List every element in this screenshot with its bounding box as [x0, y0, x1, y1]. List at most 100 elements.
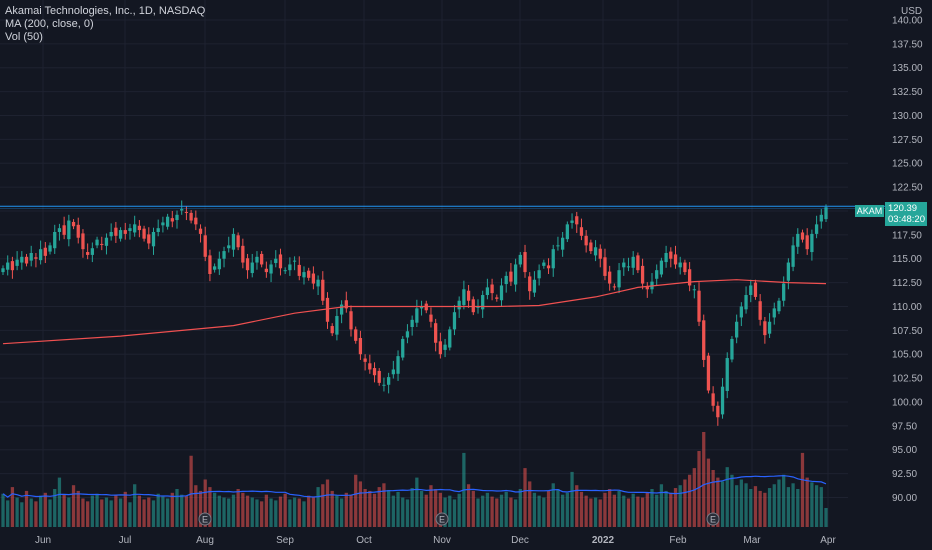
candle-body — [523, 252, 527, 273]
volume-bar — [288, 499, 292, 527]
volume-bar — [485, 492, 490, 527]
earnings-marker: E — [435, 512, 449, 526]
candle-body — [735, 321, 739, 338]
candle-body — [429, 314, 433, 322]
volume-bar — [391, 495, 395, 527]
volume-bar — [673, 488, 678, 527]
volume-bar — [372, 493, 377, 527]
volume-bar — [165, 498, 170, 527]
candle-body — [575, 216, 579, 225]
candle-body — [6, 262, 10, 270]
volume-bar — [217, 495, 221, 527]
volume-bar — [631, 493, 635, 527]
volume-bar — [255, 499, 259, 527]
volume-bar — [542, 497, 546, 527]
volume-bar — [368, 490, 372, 527]
candle-body — [640, 265, 645, 284]
volume-bar — [584, 495, 588, 527]
candle-body — [391, 369, 395, 375]
candle-body — [796, 233, 800, 247]
volume-bar — [405, 499, 410, 527]
candle-body — [255, 256, 259, 263]
candle-body — [570, 220, 574, 223]
volume-bar — [354, 474, 358, 527]
volume-bar — [90, 495, 94, 527]
candle-body — [316, 279, 320, 287]
candle-body — [386, 377, 391, 385]
volume-bar — [57, 477, 62, 527]
candle-body — [118, 230, 123, 239]
candle-body — [123, 230, 127, 234]
earnings-letter: E — [202, 515, 208, 525]
y-tick-label: 102.50 — [892, 374, 923, 385]
volume-bar — [43, 492, 47, 527]
volume-bar — [396, 491, 400, 527]
y-tick-label: 92.50 — [892, 469, 917, 480]
candle-body — [532, 279, 537, 293]
volume-bar — [236, 489, 240, 527]
symbol-title[interactable]: Akamai Technologies, Inc., 1D, NASDAQ — [5, 5, 206, 17]
candle-body — [142, 228, 146, 239]
candle-body — [443, 344, 447, 350]
candle-body — [405, 331, 410, 338]
candle-body — [452, 312, 457, 330]
volume-bar — [222, 497, 226, 527]
ma-indicator-label[interactable]: MA (200, close, 0) — [5, 18, 94, 30]
candle-body — [777, 300, 781, 312]
y-tick-label: 105.00 — [892, 350, 923, 361]
x-tick-label: Dec — [511, 535, 529, 546]
candle-body — [495, 297, 499, 299]
y-tick-label: 100.00 — [892, 397, 923, 408]
volume-bar — [34, 501, 38, 527]
volume-bar — [528, 481, 532, 527]
volume-bar — [556, 489, 560, 527]
volume-bar — [443, 497, 447, 527]
candle-body — [358, 337, 363, 355]
candle-body — [29, 252, 33, 261]
volume-bar — [466, 484, 471, 527]
candle-body — [10, 261, 15, 271]
volume-bar — [6, 500, 10, 527]
earnings-icon — [435, 512, 449, 526]
candle-body — [245, 258, 250, 271]
candle-body — [189, 212, 193, 221]
volume-bar — [640, 497, 645, 527]
volume-indicator-label[interactable]: Vol (50) — [5, 31, 43, 43]
volume-bar — [805, 477, 809, 527]
y-tick-label: 110.00 — [892, 302, 922, 313]
y-tick-label: 137.50 — [892, 39, 923, 50]
candle-body — [241, 245, 245, 263]
x-tick-label: Apr — [820, 535, 836, 546]
candle-body — [466, 290, 471, 301]
candle-body — [767, 321, 772, 334]
volume-bar — [15, 497, 19, 527]
candle-body — [749, 285, 753, 296]
volume-bar — [95, 493, 99, 527]
volume-bar — [335, 495, 339, 527]
candle-body — [631, 256, 635, 268]
candle-body — [133, 224, 137, 233]
volume-bar — [104, 497, 109, 527]
volume-bar — [71, 485, 76, 527]
volume-bar — [175, 489, 179, 527]
x-tick-label: Feb — [669, 535, 687, 546]
candle-body — [739, 306, 743, 318]
candle-body — [692, 289, 696, 291]
volume-bar — [424, 494, 428, 527]
volume-bar — [250, 497, 254, 527]
candle-body — [114, 227, 118, 236]
volume-bar — [161, 496, 165, 527]
volume-bar — [565, 492, 569, 527]
volume-bar — [316, 487, 320, 527]
candle-body — [471, 299, 475, 313]
x-tick-label: 2022 — [592, 535, 615, 546]
volume-bar — [311, 497, 316, 527]
volume-bar — [767, 488, 772, 527]
volume-bar — [495, 498, 499, 527]
candle-body — [57, 228, 62, 232]
volume-bar — [782, 474, 786, 527]
volume-bar — [796, 489, 800, 527]
candle-body — [758, 301, 762, 320]
candles — [1, 200, 828, 426]
